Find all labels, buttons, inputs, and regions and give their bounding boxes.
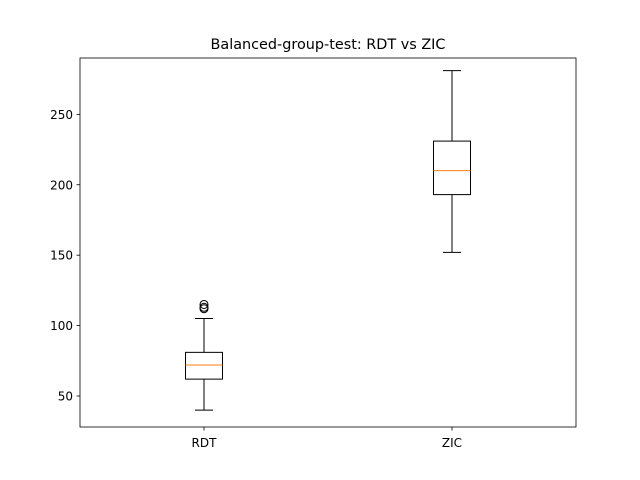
x-tick-label: RDT — [192, 436, 218, 450]
plot-area-frame — [79, 57, 577, 428]
outlier-point — [199, 299, 209, 309]
box-series — [185, 70, 471, 411]
iqr-box — [185, 351, 223, 380]
y-tick-label: 150 — [50, 249, 73, 263]
iqr-box — [433, 140, 471, 196]
x-axis: RDT ZIC — [192, 427, 462, 450]
y-tick-label: 200 — [50, 178, 73, 192]
y-tick-label: 100 — [50, 319, 73, 333]
box-zic — [433, 70, 471, 253]
y-tick-label: 50 — [58, 390, 73, 404]
outlier-point — [199, 302, 209, 312]
x-tick-label: ZIC — [442, 436, 462, 450]
y-axis: 50 100 150 200 250 — [50, 108, 80, 404]
chart-title: Balanced-group-test: RDT vs ZIC — [211, 37, 446, 53]
box-rdt — [185, 299, 223, 411]
y-tick-label: 250 — [50, 108, 73, 122]
